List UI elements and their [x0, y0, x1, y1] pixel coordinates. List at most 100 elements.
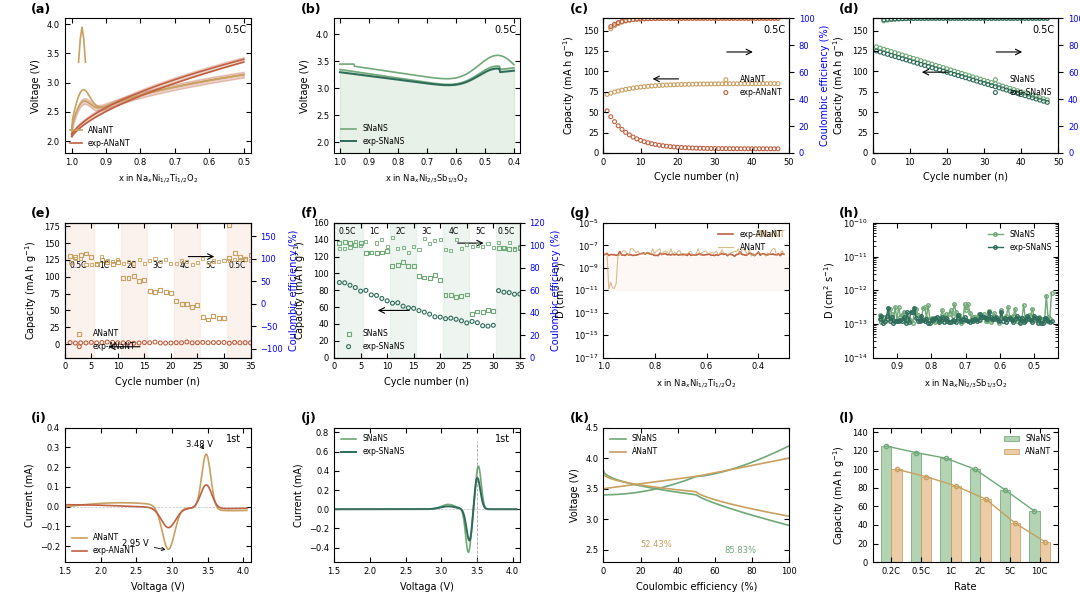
Text: 1st: 1st: [496, 434, 511, 444]
ANaNT: [184, 302, 201, 312]
Point: [496, 243, 513, 253]
Bar: [604, 257, 789, 290]
exp-ANaNT: [167, 338, 185, 348]
exp-SNaNS: [980, 79, 997, 89]
exp-SNaNS: [330, 277, 348, 287]
exp-ANaNT: [633, 250, 646, 257]
ANaNT: [200, 450, 213, 458]
ANaNT: [597, 252, 610, 259]
SNaNS: [490, 243, 508, 253]
Point: [654, 13, 672, 23]
exp-SNaNS: [440, 81, 453, 89]
Point: [942, 13, 959, 23]
Bar: [67, 223, 94, 357]
ANaNT: [778, 251, 791, 258]
ANaNT: [67, 252, 84, 262]
exp-ANaNT: [772, 251, 785, 258]
Point: [83, 260, 100, 269]
exp-ANaNT: [706, 252, 719, 259]
Point: [1024, 13, 1041, 23]
exp-SNaNS: [485, 320, 502, 330]
Legend: exp-ANaNT, ANaNT: exp-ANaNT, ANaNT: [715, 227, 785, 255]
Y-axis label: Coulombic efficiency (%): Coulombic efficiency (%): [551, 230, 561, 351]
exp-SNaNS: [901, 56, 918, 66]
ANaNT: [702, 79, 719, 89]
Line: exp-ANaNT: exp-ANaNT: [65, 485, 247, 528]
exp-ANaNT: [208, 498, 221, 505]
exp-ANaNT: [194, 337, 212, 347]
exp-SNaNS: [1020, 92, 1037, 101]
Point: [98, 256, 116, 266]
exp-ANaNT: [125, 338, 143, 348]
Point: [1024, 13, 1041, 23]
Point: [897, 13, 915, 23]
SNaNS: [474, 307, 491, 316]
SNaNS: [964, 72, 982, 82]
exp-SNaNS: [458, 318, 475, 328]
exp-SNaNS: [923, 63, 941, 73]
Y-axis label: Voltage (V): Voltage (V): [570, 468, 580, 522]
X-axis label: Voltaga (V): Voltaga (V): [131, 582, 185, 591]
Point: [905, 13, 922, 23]
Bar: [1010, 523, 1021, 562]
Bar: [921, 477, 931, 562]
Point: [755, 13, 772, 23]
exp-ANaNT: [632, 136, 649, 145]
Point: [1005, 13, 1023, 23]
Point: [939, 13, 956, 23]
Legend: SNaNS, exp-SNaNS: SNaNS, exp-SNaNS: [985, 71, 1054, 100]
exp-SNaNS: [374, 293, 391, 303]
SNaNS: [440, 81, 453, 88]
exp-SNaNS: [939, 67, 956, 77]
SNaNS: [334, 66, 347, 73]
Point: [1013, 13, 1030, 23]
Point: [923, 13, 941, 23]
SNaNS: [706, 470, 719, 478]
Point: [67, 253, 84, 263]
ANaNT: [167, 533, 180, 541]
Text: (a): (a): [31, 2, 52, 16]
Text: 4C: 4C: [179, 261, 189, 270]
Point: [740, 13, 757, 23]
Point: [437, 244, 455, 254]
SNaNS: [352, 238, 369, 248]
SNaNS: [939, 64, 956, 74]
exp-ANaNT: [72, 338, 90, 348]
Point: [669, 13, 686, 23]
Point: [706, 13, 724, 23]
Point: [920, 13, 937, 23]
SNaNS: [378, 246, 395, 256]
Bar: [941, 458, 950, 562]
Point: [676, 13, 693, 23]
Point: [210, 257, 227, 267]
exp-SNaNS: [1035, 97, 1052, 106]
exp-ANaNT: [691, 144, 708, 153]
Text: 1st: 1st: [226, 434, 241, 444]
Text: 4C: 4C: [448, 227, 459, 236]
Line: SNaNS: SNaNS: [334, 466, 516, 552]
SNaNS: [469, 307, 486, 316]
ANaNT: [146, 502, 159, 510]
Point: [374, 235, 391, 244]
exp-ANaNT: [76, 120, 89, 127]
exp-ANaNT: [120, 338, 137, 348]
Legend: ANaNT, exp-ANaNT: ANaNT, exp-ANaNT: [69, 124, 132, 149]
exp-SNaNS: [949, 71, 967, 81]
Point: [887, 14, 904, 24]
exp-ANaNT: [111, 98, 124, 106]
SNaNS: [442, 290, 459, 300]
Point: [394, 243, 411, 252]
ANaNT: [643, 249, 656, 256]
Point: [405, 242, 422, 252]
SNaNS: [357, 248, 375, 258]
exp-SNaNS: [368, 291, 386, 301]
SNaNS: [481, 65, 494, 73]
Legend: ANaNT, exp-ANaNT: ANaNT, exp-ANaNT: [69, 530, 138, 558]
exp-ANaNT: [603, 112, 620, 122]
SNaNS: [421, 273, 438, 283]
exp-ANaNT: [114, 338, 132, 348]
Point: [87, 260, 105, 270]
SNaNS: [873, 311, 886, 318]
exp-ANaNT: [665, 142, 683, 152]
Y-axis label: D (cm$^2$ s$^{-1}$): D (cm$^2$ s$^{-1}$): [823, 262, 837, 319]
